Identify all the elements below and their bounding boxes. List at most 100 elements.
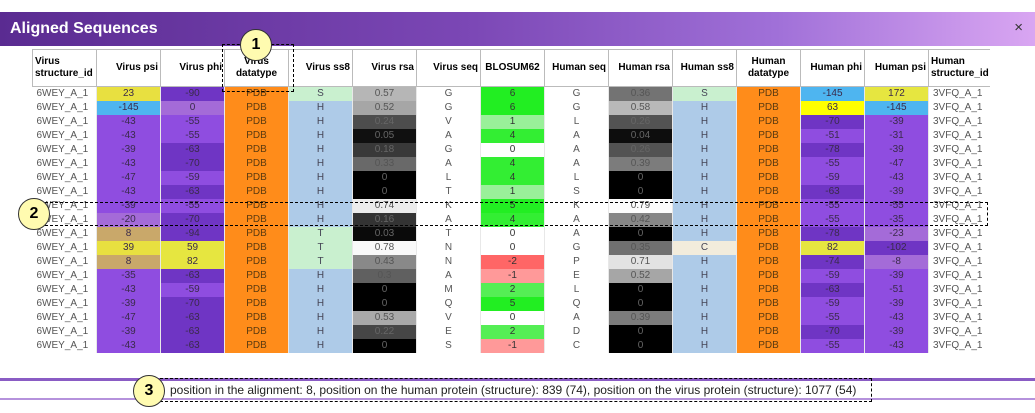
column-header-v-sid[interactable]: Virus structure_id <box>32 49 97 87</box>
table-cell-v-seq: G <box>416 86 481 101</box>
table-cell-v-ss8: H <box>288 283 353 297</box>
table-cell-h-rsa: 0 <box>608 297 673 311</box>
table-cell-v-rsa: 0.43 <box>352 255 417 269</box>
table-cell-h-ss8: H <box>672 157 737 171</box>
table-cell-v-phi: -94 <box>160 227 225 241</box>
table-cell-v-psi: -20 <box>96 213 161 227</box>
table-cell-v-ss8: H <box>288 171 353 185</box>
table-cell-v-psi: -145 <box>96 101 161 115</box>
table-cell-v-rsa: 0.05 <box>352 129 417 143</box>
table-cell-blosum: 2 <box>480 325 545 339</box>
table-cell-v-sid: 6WEY_A_1 <box>32 115 97 129</box>
column-header-h-ss8[interactable]: Human ss8 <box>672 49 737 87</box>
column-header-h-rsa[interactable]: Human rsa <box>608 49 673 87</box>
table-cell-h-dt: PDB <box>736 311 801 325</box>
table-cell-blosum: 4 <box>480 213 545 227</box>
table-cell-h-ss8: H <box>672 255 737 269</box>
table-cell-v-seq: L <box>416 171 481 185</box>
table-cell-h-dt: PDB <box>736 297 801 311</box>
table-cell-blosum: 0 <box>480 311 545 325</box>
table-cell-v-rsa: 0.16 <box>352 213 417 227</box>
table-cell-v-phi: -70 <box>160 213 225 227</box>
table-row[interactable]: 6WEY_A_1 -43 -63 PDB H 0 S -1 C 0 H PDB -55 -43 3VFQ_A… <box>32 339 990 353</box>
table-cell-v-seq: N <box>416 241 481 255</box>
table-row[interactable]: 6WEY_A_1 39 59 PDB T 0.78 N 0 G 0.35 C PDB 82 -102 3VF… <box>32 241 990 255</box>
table-cell-h-psi: -8 <box>864 255 929 269</box>
table-cell-blosum: 1 <box>480 115 545 129</box>
table-cell-v-seq: N <box>416 255 481 269</box>
table-cell-h-dt: PDB <box>736 115 801 129</box>
table-cell-h-ss8: H <box>672 311 737 325</box>
table-row[interactable]: 6WEY_A_1 -39 -63 PDB H 0.18 G 0 A 0.26 H PDB -78 -39 3… <box>32 143 990 157</box>
table-cell-h-sid: 3VFQ_A_1 <box>928 339 990 353</box>
table-row[interactable]: 6WEY_A_1 -43 -55 PDB H 0.24 V 1 L 0.26 H PDB -70 -39 3… <box>32 115 990 129</box>
table-cell-blosum: 4 <box>480 157 545 171</box>
column-header-v-seq[interactable]: Virus seq <box>416 49 481 87</box>
table-cell-h-phi: -55 <box>800 339 865 353</box>
column-header-blosum[interactable]: BLOSUM62 <box>480 49 545 87</box>
column-header-h-psi[interactable]: Human psi <box>864 49 929 87</box>
table-cell-v-psi: -39 <box>96 143 161 157</box>
table-cell-h-phi: -70 <box>800 115 865 129</box>
table-cell-h-phi: -78 <box>800 227 865 241</box>
column-header-h-sid[interactable]: Human structure_id <box>928 49 990 87</box>
table-cell-v-seq: Q <box>416 297 481 311</box>
table-cell-h-rsa: 0.26 <box>608 143 673 157</box>
table-cell-h-dt: PDB <box>736 339 801 353</box>
table-cell-h-dt: PDB <box>736 213 801 227</box>
table-cell-h-rsa: 0.39 <box>608 157 673 171</box>
table-cell-h-seq: A <box>544 213 609 227</box>
table-cell-h-phi: -74 <box>800 255 865 269</box>
table-cell-v-seq: A <box>416 269 481 283</box>
table-cell-h-ss8: H <box>672 339 737 353</box>
column-header-v-phi[interactable]: Virus phi <box>160 49 225 87</box>
column-header-v-rsa[interactable]: Virus rsa <box>352 49 417 87</box>
close-icon[interactable]: × <box>1014 19 1023 36</box>
callout-3-highlight <box>150 378 872 402</box>
table-cell-v-psi: -47 <box>96 311 161 325</box>
column-header-v-ss8[interactable]: Virus ss8 <box>288 49 353 87</box>
table-cell-h-psi: -102 <box>864 241 929 255</box>
table-cell-v-dt: PDB <box>224 101 289 115</box>
table-cell-h-phi: 82 <box>800 241 865 255</box>
table-row[interactable]: 6WEY_A_1 -43 -70 PDB H 0.33 A 4 A 0.39 H PDB -55 -47 3… <box>32 157 990 171</box>
table-cell-v-phi: 59 <box>160 241 225 255</box>
table-cell-h-seq: L <box>544 283 609 297</box>
column-header-h-seq[interactable]: Human seq <box>544 49 609 87</box>
alignment-table-container[interactable]: Virus structure_id Virus psi Virus phi Viru… <box>32 49 990 372</box>
table-row[interactable]: 6WEY_A_1 -20 -70 PDB H 0.16 A 4 A 0.42 H PDB -55 -35 3… <box>32 213 990 227</box>
table-row[interactable]: 6WEY_A_1 -43 -63 PDB H 0 T 1 S 0 H PDB -63 -39 3VFQ_A_… <box>32 185 990 199</box>
table-row[interactable]: 6WEY_A_1 -35 -63 PDB H 0.3 A -1 E 0.52 H PDB -59 -39 3… <box>32 269 990 283</box>
table-row[interactable]: 6WEY_A_1 23 -90 PDB S 0.57 G 6 G 0.36 S PDB -145 172 3… <box>32 86 990 101</box>
table-cell-h-phi: -63 <box>800 185 865 199</box>
table-cell-v-dt: PDB <box>224 213 289 227</box>
table-cell-v-ss8: H <box>288 143 353 157</box>
table-row[interactable]: 6WEY_A_1 -47 -59 PDB H 0 L 4 L 0 H PDB -59 -43 3VFQ_A_… <box>32 171 990 185</box>
column-header-h-phi[interactable]: Human phi <box>800 49 865 87</box>
column-header-h-dt[interactable]: Human datatype <box>736 49 801 87</box>
table-cell-v-dt: PDB <box>224 157 289 171</box>
table-row[interactable]: 6WEY_A_1 -43 -55 PDB H 0.05 A 4 A 0.04 H PDB -51 -31 3… <box>32 129 990 143</box>
table-cell-v-ss8: H <box>288 311 353 325</box>
dialog-title: Aligned Sequences <box>10 20 158 37</box>
table-cell-v-dt: PDB <box>224 325 289 339</box>
table-cell-v-seq: T <box>416 185 481 199</box>
table-row[interactable]: 6WEY_A_1 -39 -70 PDB H 0 Q 5 Q 0 H PDB -59 -39 3VFQ_A_… <box>32 297 990 311</box>
table-cell-v-dt: PDB <box>224 129 289 143</box>
table-cell-v-ss8: H <box>288 213 353 227</box>
table-row[interactable]: 6WEY_A_1 8 -94 PDB T 0.03 T 0 A 0 H PDB -78 -23 3VFQ_A… <box>32 227 990 241</box>
table-cell-h-phi: -55 <box>800 157 865 171</box>
column-header-v-psi[interactable]: Virus psi <box>96 49 161 87</box>
table-row[interactable]: 6WEY_A_1 -145 0 PDB H 0.52 G 6 G 0.58 H PDB 63 -145 3V… <box>32 101 990 115</box>
table-row[interactable]: 6WEY_A_1 -43 -59 PDB H 0 M 2 L 0 H PDB -63 -51 3VFQ_A_… <box>32 283 990 297</box>
dialog-titlebar: Aligned Sequences × <box>0 12 1035 46</box>
table-cell-v-phi: -70 <box>160 297 225 311</box>
table-cell-v-ss8: H <box>288 115 353 129</box>
table-cell-v-seq: S <box>416 339 481 353</box>
table-cell-v-dt: PDB <box>224 255 289 269</box>
table-row[interactable]: 6WEY_A_1 -47 -63 PDB H 0.53 V 0 A 0.39 H PDB -55 -43 3… <box>32 311 990 325</box>
table-row[interactable]: 6WEY_A_1 -39 -63 PDB H 0.22 E 2 D 0 H PDB -70 -39 3VFQ… <box>32 325 990 339</box>
table-row[interactable]: 6WEY_A_1 8 82 PDB T 0.43 N -2 P 0.71 H PDB -74 -8 3VFQ… <box>32 255 990 269</box>
table-cell-v-ss8: H <box>288 339 353 353</box>
table-cell-v-seq: A <box>416 157 481 171</box>
